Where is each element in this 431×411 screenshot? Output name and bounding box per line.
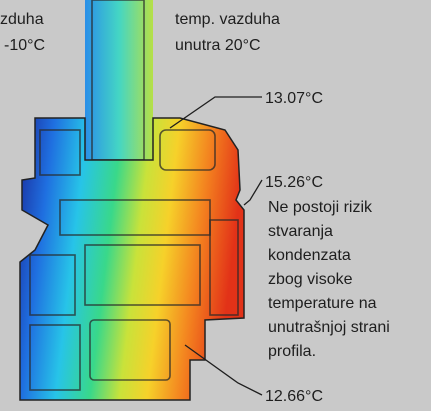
outside-label: -10°C — [4, 37, 45, 54]
note-line: zbog visoke — [268, 271, 353, 288]
note-line: kondenzata — [268, 247, 351, 264]
temperature-label: 15.26°C — [265, 174, 323, 191]
temperature-label: 13.07°C — [265, 90, 323, 107]
temperature-label: 12.66°C — [265, 388, 323, 405]
note-line: stvaranja — [268, 223, 333, 240]
inside-label: temp. vazduha — [175, 11, 280, 28]
outside-label: zduha — [0, 11, 44, 28]
note-line: temperature na — [268, 295, 377, 312]
note-line: unutrašnjoj strani — [268, 319, 390, 336]
glass — [85, 0, 153, 175]
note-line: Ne postoji rizik — [268, 199, 373, 216]
thermal-diagram: zduha -10°C temp. vazduha unutra 20°C 13… — [0, 0, 431, 411]
inside-label: unutra 20°C — [175, 37, 261, 54]
note-line: profila. — [268, 343, 316, 360]
